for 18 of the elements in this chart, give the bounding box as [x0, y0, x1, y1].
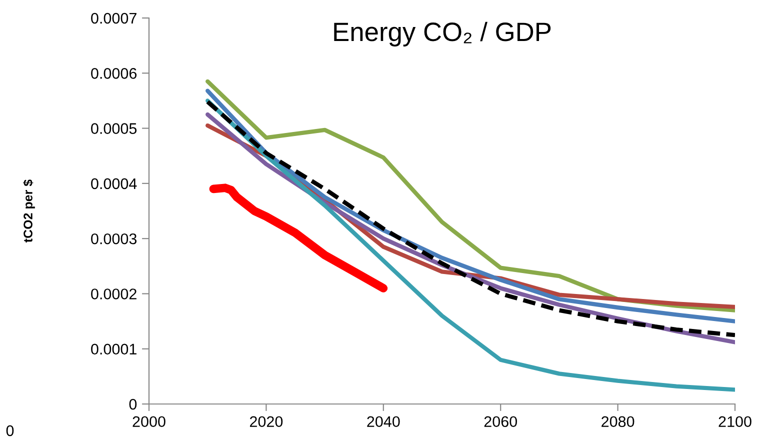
x-tick-label: 2060: [484, 416, 517, 428]
text: 0: [6, 425, 14, 436]
y-tick-label: 0.0005: [91, 123, 137, 134]
y-tick-label: 0.0004: [91, 178, 137, 190]
y-tick-label: 0.0002: [91, 288, 136, 300]
y-tick-label: 0.0003: [91, 233, 137, 244]
y-tick-label: 0: [129, 398, 137, 410]
y-tick-label: 0.0001: [91, 344, 136, 355]
x-tick-label: 2000: [132, 416, 166, 428]
x-tick-label: 2100: [718, 416, 752, 428]
x-tick-label: 2040: [367, 416, 400, 428]
y-axis-title: tCO2 per $: [23, 180, 35, 242]
y-tick-label: 0.0007: [91, 12, 136, 24]
x-tick-label: 2080: [602, 416, 634, 428]
x-tick-label: 2020: [250, 416, 283, 428]
line-series: [206, 98, 735, 392]
y-tick-label: 0.0006: [91, 68, 137, 79]
chart-title: Energy CO₂ / GDP: [334, 22, 551, 46]
